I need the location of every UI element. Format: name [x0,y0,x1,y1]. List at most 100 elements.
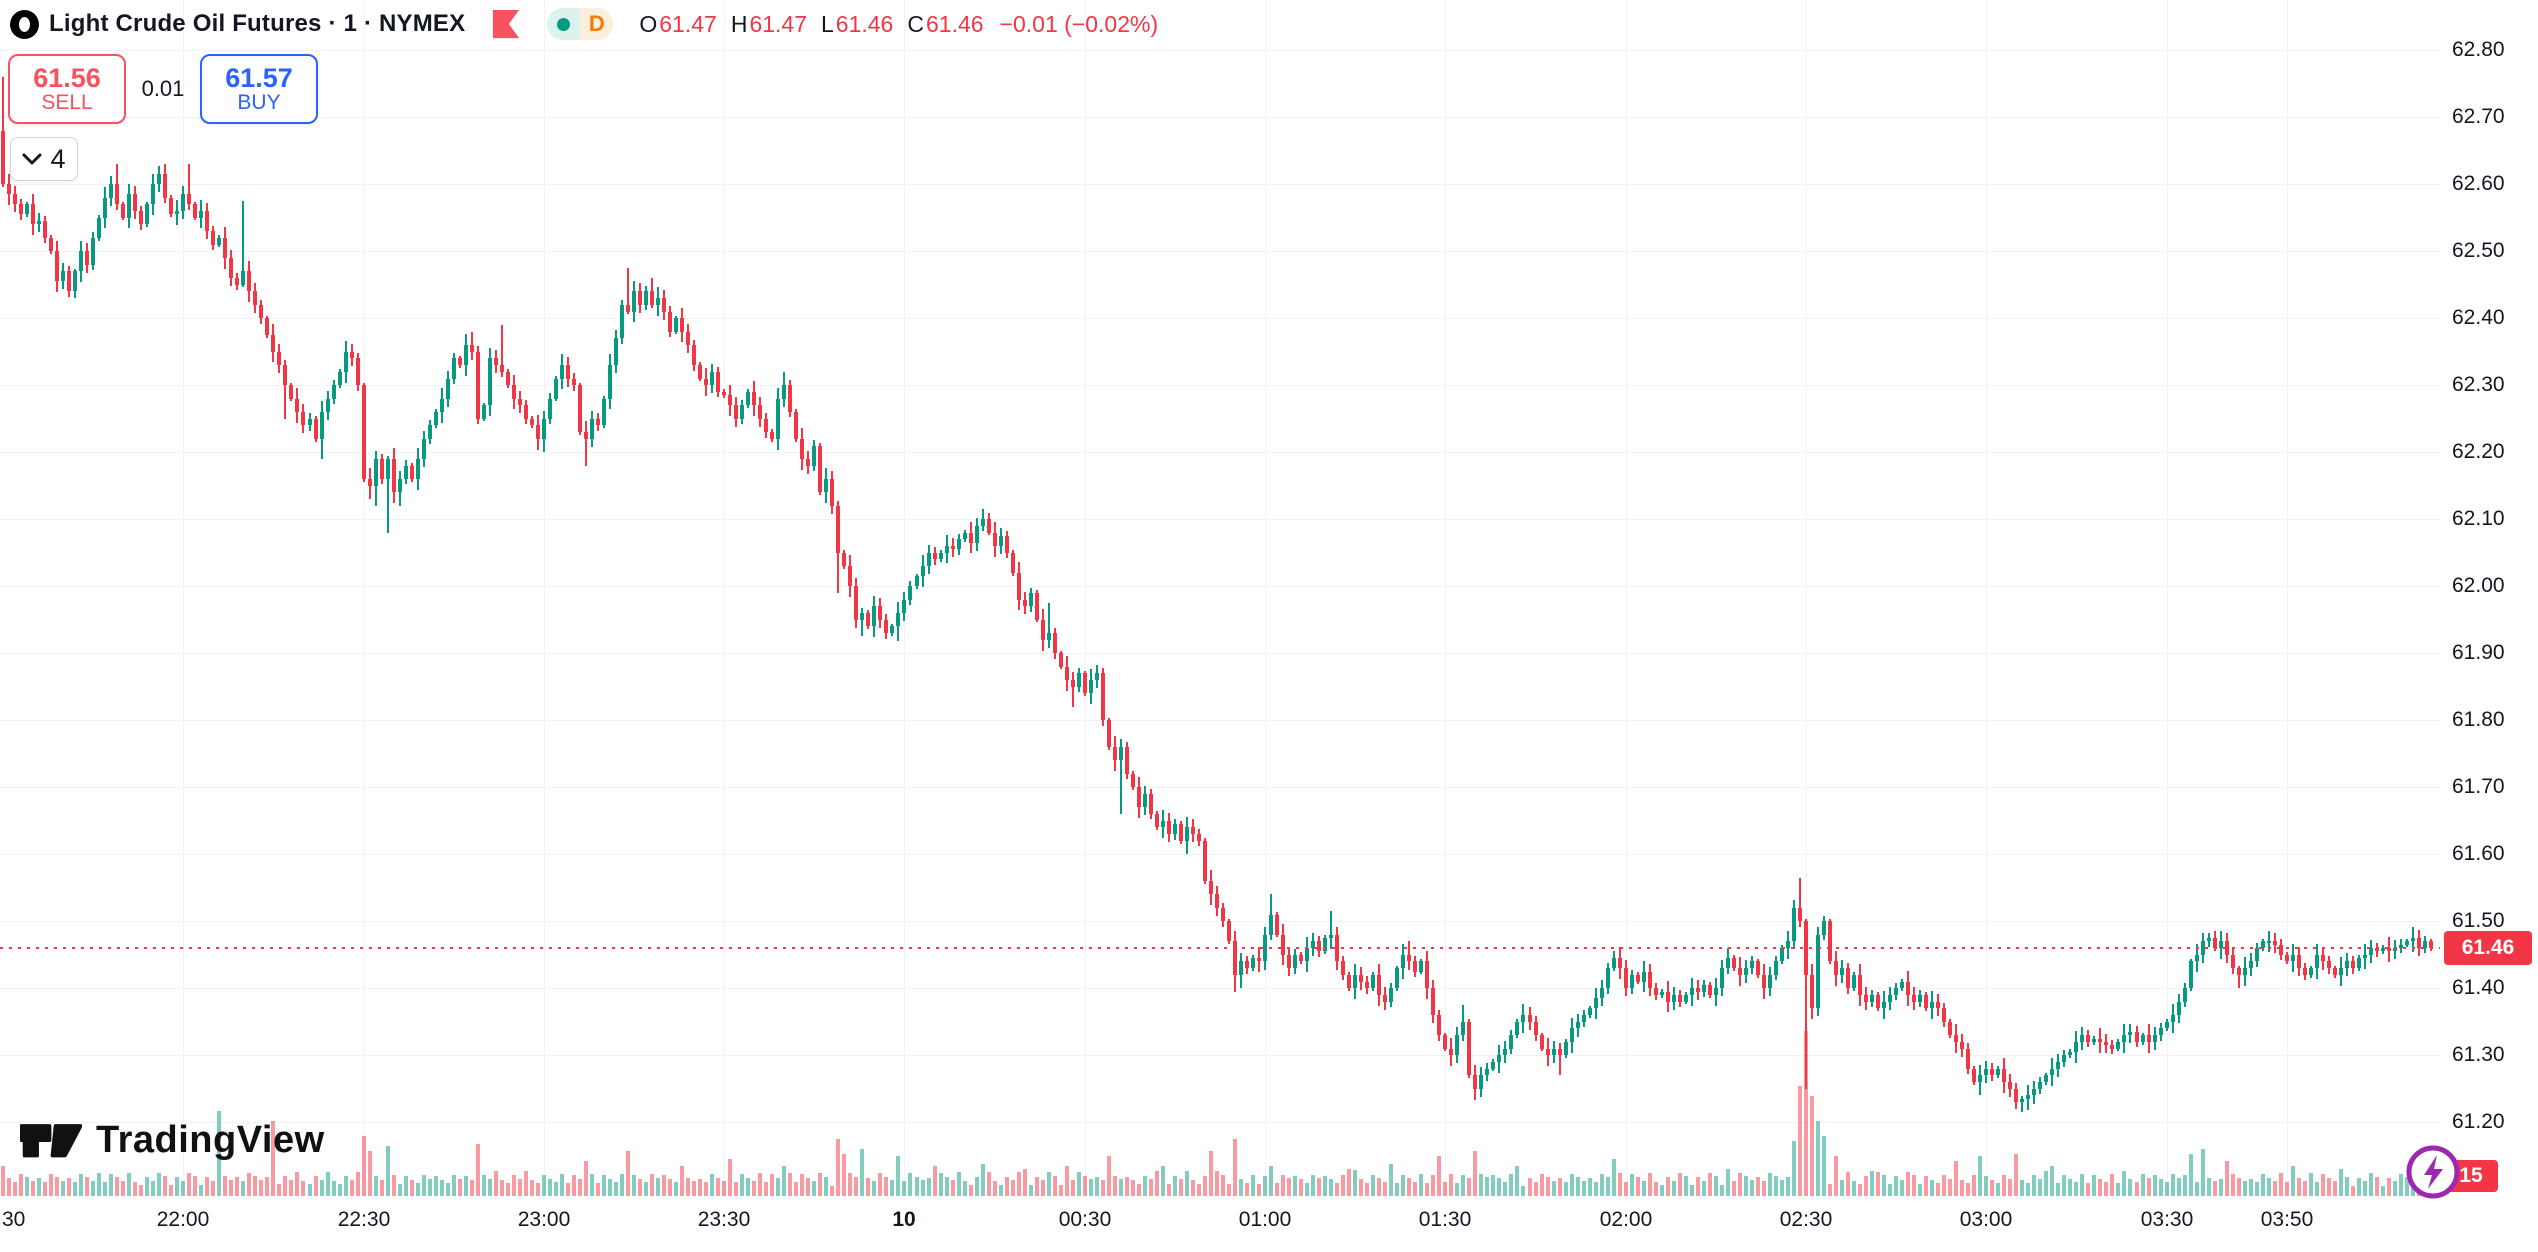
candle-body [337,371,342,386]
candle-body [379,458,384,480]
candle-body [1311,941,1316,949]
volume-bar [656,1177,661,1196]
candle-body [1900,981,1905,989]
candle-body [1689,988,1694,995]
candle-body [1028,592,1033,607]
candle-body [2236,968,2241,975]
buy-button[interactable]: 61.57 BUY [200,54,318,124]
volume-bar [974,1176,979,1196]
trade-panel: 61.56 SELL 0.01 61.57 BUY [8,54,318,124]
candle-body [1677,994,1682,1002]
volume-bar [1148,1179,1153,1196]
volume-bar [1821,1136,1826,1196]
candle-body [1094,673,1099,681]
time-gridline [364,0,365,1196]
volume-bar [1227,1183,1231,1196]
candle-body [2056,1061,2061,1069]
candle-body [842,552,847,567]
spread-value: 0.01 [141,76,185,101]
volume-bar [163,1176,168,1196]
candle-body [37,221,42,225]
candle-body [1082,673,1087,694]
price-axis[interactable]: 62.80 62.70 62.60 62.50 62.40 62.30 62.20 62.10… [2440,0,2538,1196]
candle-body [2338,968,2343,975]
volume-bar [1936,1183,1941,1196]
volume-bar [1353,1170,1358,1196]
symbol-title[interactable]: Light Crude Oil Futures · 1 · NYMEX [49,10,466,37]
candle-body [986,519,991,533]
chart-plot-area[interactable] [0,0,2440,1196]
volume-bar [752,1181,757,1196]
time-axis[interactable]: 30 22:00 22:30 23:00 23:30 10 00:30 01:00 01:30 0… [0,1196,2538,1252]
candle-body [770,432,775,439]
volume-bar [1551,1180,1556,1196]
market-status-pill[interactable]: D [547,8,614,40]
volume-bar [1966,1183,1971,1196]
candle-body [2380,948,2385,952]
candle-body [2374,948,2379,952]
candle-body [2140,1035,2145,1042]
sell-button[interactable]: 61.56 SELL [8,54,126,124]
candle-body [1539,1035,1544,1049]
price-tick-label: 61.60 [2452,842,2505,865]
volume-bar [1906,1171,1911,1196]
price-tick-label: 62.60 [2452,172,2505,195]
candle-body [950,546,955,550]
volume-bar [1912,1175,1917,1196]
candle-body [1809,974,1814,1009]
volume-bar [1058,1184,1063,1196]
candle-body [589,418,594,439]
volume-bar [1671,1180,1676,1196]
candle-body [1984,1068,1989,1076]
instant-trading-bolt-icon[interactable] [2404,1143,2462,1206]
volume-bar [2206,1177,2211,1196]
candle-body [1142,793,1147,808]
candle-body [373,458,378,486]
volume-bar [758,1173,763,1196]
candle-body [2038,1082,2043,1089]
candle-body [7,184,11,195]
volume-bar [1395,1182,1400,1196]
volume-bar [583,1161,588,1196]
price-gridline [0,787,2440,788]
tradingview-logo[interactable]: TradingView [20,1118,325,1162]
candle-body [980,519,985,526]
volume-bar [1082,1175,1087,1196]
candle-body [1773,961,1778,975]
candle-body [1978,1075,1983,1083]
volume-bar [1052,1175,1057,1196]
flag-icon[interactable] [491,8,521,40]
candle-body [1323,938,1328,952]
price-gridline [0,720,2440,721]
volume-bar [2170,1174,2175,1196]
volume-bar [1088,1179,1093,1196]
volume-bar [229,1179,234,1196]
market-open-dot-icon [547,8,581,40]
price-tick-label: 61.70 [2452,775,2505,798]
volume-bar [1365,1182,1370,1196]
candle-body [632,291,637,312]
time-gridline [1806,0,1807,1196]
volume-bar [1803,1031,1808,1196]
candle-body [1785,941,1790,949]
candle-body [908,586,913,600]
volume-bar [1497,1178,1502,1196]
volume-bar [1623,1181,1628,1196]
volume-bar [926,1177,931,1196]
candle-body [1275,914,1280,935]
candle-body [1575,1021,1580,1029]
candle-body [127,194,132,218]
candle-body [1118,747,1123,761]
candle-body [764,418,769,433]
volume-bar [1419,1173,1424,1196]
volume-bar [451,1175,456,1196]
volume-bar [1106,1156,1111,1196]
volume-bar [2080,1174,2085,1196]
volume-bar [2272,1181,2277,1196]
quantity-selector[interactable]: 4 [10,137,78,181]
candle-body [722,391,727,396]
volume-bar [1611,1158,1616,1196]
volume-bar [337,1184,342,1196]
current-price-badge: 61.46 [2444,931,2532,965]
price-gridline [0,653,2440,654]
